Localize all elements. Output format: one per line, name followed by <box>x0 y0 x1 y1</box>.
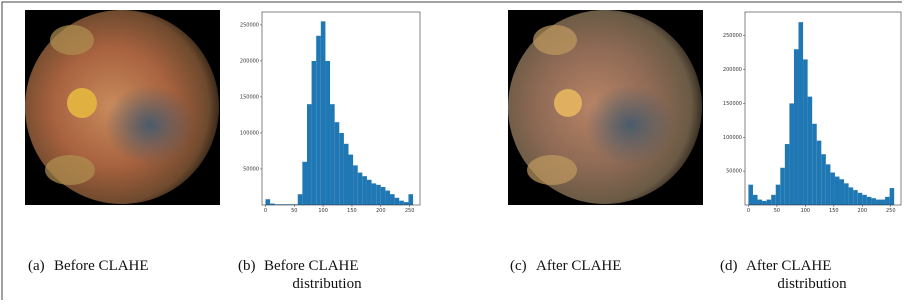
bar <box>325 61 330 205</box>
bar <box>321 21 326 205</box>
bar <box>265 199 270 205</box>
x-tick-label: 250 <box>405 208 415 214</box>
bar <box>362 176 367 205</box>
bar <box>803 59 808 205</box>
y-tick-label: 50000 <box>726 169 742 175</box>
x-tick-label: 150 <box>347 208 357 214</box>
bar <box>358 173 363 205</box>
bar <box>372 183 377 205</box>
bar <box>890 188 895 205</box>
caption-tag: (d) <box>720 258 738 274</box>
bar <box>821 154 826 205</box>
bar <box>853 190 858 205</box>
bar <box>395 198 400 205</box>
y-tick-label: 50000 <box>243 166 259 172</box>
bar <box>344 144 349 205</box>
bar <box>812 124 817 205</box>
x-tick-label: 200 <box>376 208 386 214</box>
bar <box>330 104 335 205</box>
bar <box>780 168 785 205</box>
bar <box>767 200 772 205</box>
bar <box>404 202 409 205</box>
y-tick-label: 200000 <box>723 67 742 73</box>
y-tick-label: 150000 <box>723 101 742 107</box>
x-tick-label: 100 <box>801 208 811 214</box>
bar <box>840 179 845 205</box>
bar <box>353 165 358 205</box>
bar <box>799 22 804 205</box>
image-after <box>508 10 703 205</box>
caption-tag: (b) <box>238 258 256 274</box>
bar <box>830 172 835 205</box>
bar <box>789 103 794 205</box>
bar <box>871 198 876 205</box>
bar <box>771 195 776 205</box>
bar <box>376 185 381 205</box>
bar <box>316 36 321 205</box>
bar <box>762 201 767 205</box>
image-before <box>25 10 220 205</box>
bar <box>858 193 863 205</box>
bar <box>367 180 372 205</box>
bar <box>817 141 822 205</box>
bar <box>298 194 303 205</box>
bar <box>339 133 344 205</box>
y-tick-label: 200000 <box>240 58 259 64</box>
bar <box>794 49 799 205</box>
caption-text: Before CLAHE <box>264 258 359 274</box>
bar <box>408 194 413 205</box>
y-tick-label: 100000 <box>723 135 742 141</box>
bar <box>399 201 404 205</box>
y-tick-label: 250000 <box>240 22 259 28</box>
figure: (a) Before CLAHE (b) Before CLAHE distributi… <box>0 0 904 304</box>
bar <box>335 122 340 205</box>
caption-tag: (c) <box>510 258 527 274</box>
x-tick-label: 0 <box>264 208 267 214</box>
bar <box>302 162 307 205</box>
x-tick-label: 150 <box>829 208 839 214</box>
bar <box>844 183 849 205</box>
x-tick-label: 0 <box>747 208 750 214</box>
bar <box>348 155 353 205</box>
bar <box>867 197 872 205</box>
bar <box>307 104 312 205</box>
caption-text: After CLAHE <box>746 258 831 274</box>
bar <box>785 144 790 205</box>
caption-tag: (a) <box>28 258 45 274</box>
bar <box>385 191 390 205</box>
bar <box>826 164 831 205</box>
bar <box>748 185 753 205</box>
x-tick-label: 200 <box>858 208 868 214</box>
x-tick-label: 50 <box>291 208 297 214</box>
x-tick-label: 100 <box>318 208 328 214</box>
x-tick-label: 50 <box>774 208 780 214</box>
caption-text: distribution <box>777 276 847 292</box>
y-tick-label: 100000 <box>240 130 259 136</box>
caption-text: Before CLAHE <box>54 258 149 274</box>
bar <box>808 97 813 205</box>
histogram: 0 50 100 150 200 250 50000 100000 150000 200000 25… <box>723 12 901 214</box>
histogram: 0 50 100 150 200 250 50000 100000 150000 200000 25… <box>240 12 420 214</box>
bar <box>753 195 758 205</box>
bar <box>758 200 763 205</box>
x-tick-label: 250 <box>886 208 896 214</box>
bar <box>312 61 317 205</box>
bar <box>881 200 886 205</box>
y-tick-label: 150000 <box>240 94 259 100</box>
bar <box>776 185 781 205</box>
bar <box>835 177 840 205</box>
bar <box>390 194 395 205</box>
bar <box>862 195 867 205</box>
bar <box>885 197 890 205</box>
bar <box>849 187 854 205</box>
y-tick-label: 250000 <box>723 33 742 39</box>
caption-text: After CLAHE <box>536 258 621 274</box>
caption-text: distribution <box>292 276 362 292</box>
bar <box>876 200 881 205</box>
bar <box>381 187 386 205</box>
